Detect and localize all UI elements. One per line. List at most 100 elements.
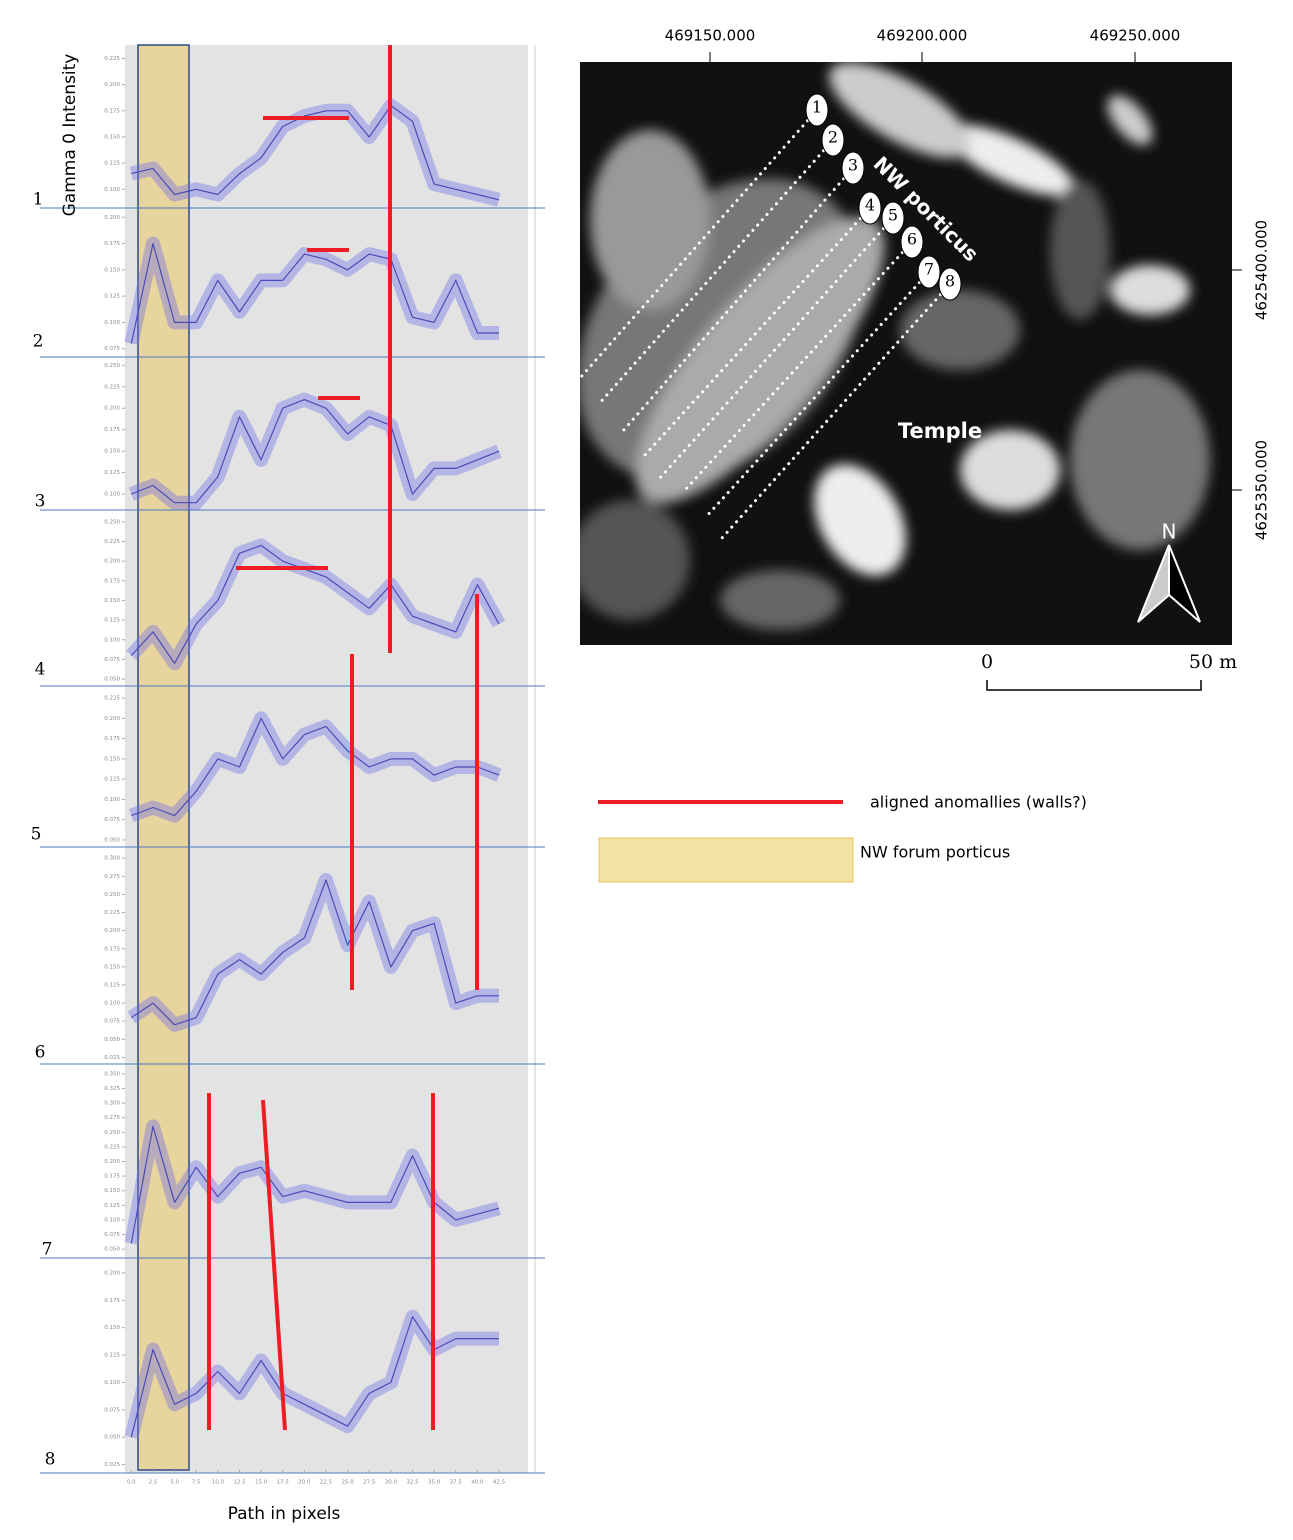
y-tick-label: 0.075 [104, 657, 120, 663]
x-tick-label: 10.0 [212, 1480, 225, 1486]
x-coordinate: 469250.000 [1090, 27, 1181, 45]
y-tick-label: 0.200 [104, 82, 120, 88]
profile-line [130, 243, 499, 344]
panel-number: 1 [33, 190, 44, 210]
profile-number: 5 [888, 206, 898, 225]
profile-marker [917, 255, 941, 289]
y-tick-label: 0.075 [104, 817, 120, 823]
y-tick-label: 0.125 [104, 161, 120, 167]
y-tick-label: 0.100 [104, 1380, 120, 1386]
y-tick-label: 0.050 [104, 1037, 120, 1043]
y-tick-label: 0.200 [104, 716, 120, 722]
y-tick-label: 0.250 [104, 519, 120, 525]
y-tick-label: 0.275 [104, 1115, 120, 1121]
y-tick-label: 0.150 [104, 267, 120, 273]
y-tick-label: 0.125 [104, 470, 120, 476]
y-tick-label: 0.125 [104, 1353, 120, 1359]
scale-bar [986, 680, 1202, 691]
y-tick-label: 0.050 [104, 837, 120, 843]
profile-number: 4 [865, 196, 875, 215]
x-tick-label: 32.5 [406, 1480, 419, 1486]
y-tick-label: 0.300 [104, 856, 120, 862]
y-tick-label: 0.200 [104, 559, 120, 565]
x-tick-label: 37.5 [450, 1480, 463, 1486]
y-tick-label: 0.025 [104, 1462, 120, 1468]
y-tick-label: 0.175 [104, 1298, 120, 1304]
y-tick-label: 0.200 [104, 1270, 120, 1276]
y-tick-label: 0.175 [104, 736, 120, 742]
y-tick-label: 0.225 [104, 910, 120, 916]
x-tick-label: 22.5 [320, 1480, 333, 1486]
y-coordinate: 4625400.000 [1253, 220, 1271, 320]
profile-number: 8 [945, 272, 955, 291]
x-tick-label: 5.0 [170, 1480, 179, 1486]
y-tick-label: 0.250 [104, 892, 120, 898]
profile-line [131, 717, 500, 817]
y-tick-label: 0.225 [104, 696, 120, 702]
profile-marker [881, 201, 905, 235]
profile-number: 6 [907, 230, 917, 249]
y-tick-label: 0.200 [104, 215, 120, 221]
x-tick-label: 2.5 [149, 1480, 158, 1486]
y-tick-label: 0.225 [104, 384, 120, 390]
profile-line [130, 1125, 500, 1244]
scale-end: 50 m [1189, 651, 1237, 673]
y-tick-label: 0.075 [104, 1019, 120, 1025]
y-tick-label: 0.250 [104, 363, 120, 369]
profile-paths [580, 108, 952, 540]
profile-marker [938, 267, 962, 301]
legend-label: NW forum porticus [860, 843, 1010, 862]
y-tick-label: 0.250 [104, 1130, 120, 1136]
x-tick-label: 20.0 [298, 1480, 311, 1486]
profile-number: 3 [848, 156, 858, 175]
profile-line [130, 879, 499, 1026]
x-coordinate: 469200.000 [877, 27, 968, 45]
x-tick-label: 0.0 [127, 1480, 136, 1486]
y-tick-label: 0.175 [104, 108, 120, 114]
y-tick-label: 0.175 [104, 946, 120, 952]
panel-number: 5 [31, 825, 42, 845]
y-coordinate: 4625350.000 [1253, 440, 1271, 540]
y-tick-label: 0.175 [104, 1174, 120, 1180]
y-tick-label: 0.225 [104, 56, 120, 62]
y-tick-label: 0.050 [104, 1435, 120, 1441]
y-tick-label: 0.175 [104, 578, 120, 584]
profile-line [130, 1316, 499, 1438]
temple-label: Temple [898, 419, 982, 443]
x-tick-label: 7.5 [192, 1480, 201, 1486]
panel-number: 4 [35, 660, 46, 680]
profile-marker [900, 225, 924, 259]
y-tick-label: 0.150 [104, 134, 120, 140]
profile-line [131, 105, 500, 201]
y-tick-label: 0.100 [104, 320, 120, 326]
profile-number: 7 [924, 260, 934, 279]
x-tick-label: 27.5 [363, 1480, 376, 1486]
plot-background [125, 45, 528, 1473]
y-tick-label: 0.300 [104, 1101, 120, 1107]
x-axis-label: Path in pixels [228, 1504, 341, 1524]
x-tick-label: 17.5 [277, 1480, 290, 1486]
y-tick-label: 0.125 [104, 982, 120, 988]
y-tick-label: 0.200 [104, 1159, 120, 1165]
y-tick-label: 0.150 [104, 1325, 120, 1331]
y-tick-label: 0.150 [104, 598, 120, 604]
y-tick-label: 0.175 [104, 427, 120, 433]
y-tick-label: 0.050 [104, 1247, 120, 1253]
profile-number: 2 [828, 128, 838, 147]
y-tick-label: 0.125 [104, 618, 120, 624]
north-label: N [1162, 520, 1177, 544]
y-tick-label: 0.225 [104, 1144, 120, 1150]
legend-swatch [598, 837, 854, 883]
y-tick-label: 0.050 [104, 677, 120, 683]
profile-marker [821, 123, 845, 157]
panel-number: 8 [45, 1450, 56, 1470]
y-tick-label: 0.100 [104, 797, 120, 803]
y-tick-label: 0.100 [104, 637, 120, 643]
y-tick-label: 0.150 [104, 1188, 120, 1194]
y-tick-label: 0.125 [104, 294, 120, 300]
x-tick-label: 25.0 [341, 1480, 354, 1486]
y-tick-label: 0.200 [104, 406, 120, 412]
